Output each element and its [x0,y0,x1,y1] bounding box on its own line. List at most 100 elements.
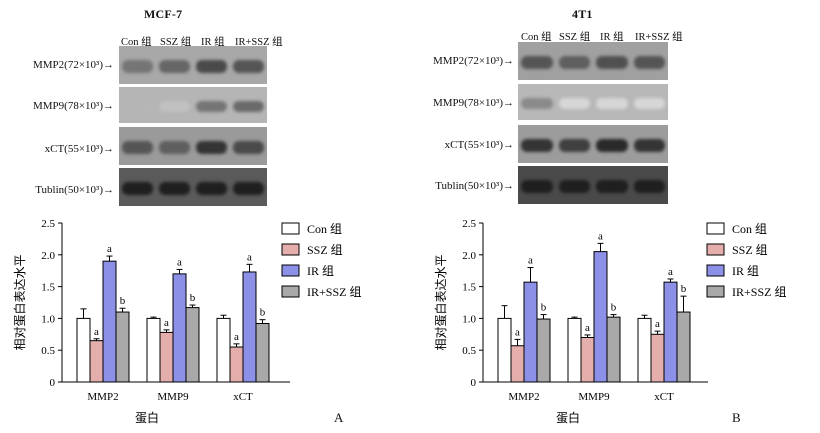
panel-letter: B [732,410,741,425]
blot-label-mmp9: MMP9(78×10³)→ [432,97,514,109]
blot-band [196,141,227,154]
x-tick-label: MMP9 [157,391,189,403]
bar [115,311,130,383]
blot-band [633,97,665,110]
blot-band [633,180,665,193]
lane-header-con: Con 组 [121,37,152,48]
y-tick-label: 2.5 [462,218,476,230]
cell-line-title: 4T1 [572,7,593,21]
blot-band [196,60,227,73]
bar [89,340,104,383]
y-tick-label: 1.0 [462,313,476,325]
blot-band [558,56,590,69]
blot-band [233,60,264,73]
panel-letter: A [334,410,344,425]
bar [242,271,257,383]
blot-band [596,180,628,193]
panel-b: 4T1 Con 组 SSZ 组 IR 组 IR+SSZ 组 MMP2(72×10… [410,0,820,433]
x-tick-label: MMP9 [578,391,610,403]
legend-swatch [281,264,300,277]
legend-label: IR 组 [307,264,334,278]
blot-band [196,100,227,113]
y-tick-label: 0 [50,377,56,389]
blot-band [122,182,153,195]
legend-label: IR+SSZ 组 [307,285,361,299]
blot-band [633,139,665,152]
significance-label: b [120,295,126,307]
lane-header-irssz: IR+SSZ 组 [635,32,683,43]
blot-band [159,100,190,113]
y-tick-label: 0.5 [462,345,476,357]
legend-swatch [706,264,725,277]
blot-mmp9 [518,84,668,120]
x-tick-label: xCT [233,391,253,403]
legend-swatch [281,243,300,256]
significance-label: a [164,317,169,329]
blot-mmp2 [119,46,267,84]
x-axis-label: 蛋白 [556,410,580,425]
lane-header-ir: IR 组 [600,32,624,43]
blot-band [558,97,590,110]
blot-xct [119,127,267,165]
blot-label-xct: xCT(55×10³)→ [44,143,114,155]
bar [159,331,174,383]
significance-label: b [681,283,687,295]
significance-label: b [260,307,266,319]
significance-label: a [94,326,99,338]
legend-swatch [706,285,725,298]
lane-header-ssz: SSZ 组 [559,32,591,43]
bar [146,317,161,383]
blot-xct [518,125,668,163]
significance-label: b [611,302,617,314]
blot-band [558,180,590,193]
blot-band [233,182,264,195]
cell-line-title: MCF-7 [144,7,183,21]
legend-label: IR+SSZ 组 [732,285,786,299]
bar [255,322,270,383]
blot-band [159,182,190,195]
legend-label: SSZ 组 [307,243,343,257]
bar [606,316,621,383]
bar [580,336,595,383]
y-tick-label: 2.5 [41,218,55,230]
significance-label: a [528,255,533,267]
panel-a: MCF-7 Con 组 SSZ 组 IR 组 IR+SSZ 组 MMP2(72×… [12,7,361,425]
bar [185,307,200,383]
bar [663,281,678,383]
blot-band [122,60,153,73]
x-tick-label: MMP2 [508,391,539,403]
blot-band [521,180,553,193]
blot-band [159,60,190,73]
blot-band [596,97,628,110]
blot-band [521,139,553,152]
bar [523,281,538,383]
blot-label-mmp2: MMP2(72×10³)→ [432,55,514,67]
blot-band [233,141,264,154]
blot-band [558,139,590,152]
blot-label-xct: xCT(55×10³)→ [444,139,514,151]
bar [510,345,525,383]
blot-band [196,182,227,195]
significance-label: a [655,318,660,330]
bar [172,273,187,383]
lane-header-irssz: IR+SSZ 组 [235,37,283,48]
significance-label: a [177,256,182,268]
blot-band [596,56,628,69]
bar [216,317,231,383]
blot-mmp2 [518,42,668,80]
blot-band [521,97,553,110]
blot-label-mmp2: MMP2(72×10³)→ [32,59,114,71]
y-tick-label: 1.5 [41,282,55,294]
significance-label: a [247,251,252,263]
bar [567,317,582,383]
blot-mmp9 [119,87,267,123]
blot-band [233,100,264,113]
legend-label: Con 组 [307,222,342,236]
legend-label: Con 组 [732,222,767,236]
x-tick-label: xCT [654,391,674,403]
bar [650,333,665,383]
blot-band [159,141,190,154]
legend-swatch [281,285,300,298]
legend-label: IR 组 [732,264,759,278]
